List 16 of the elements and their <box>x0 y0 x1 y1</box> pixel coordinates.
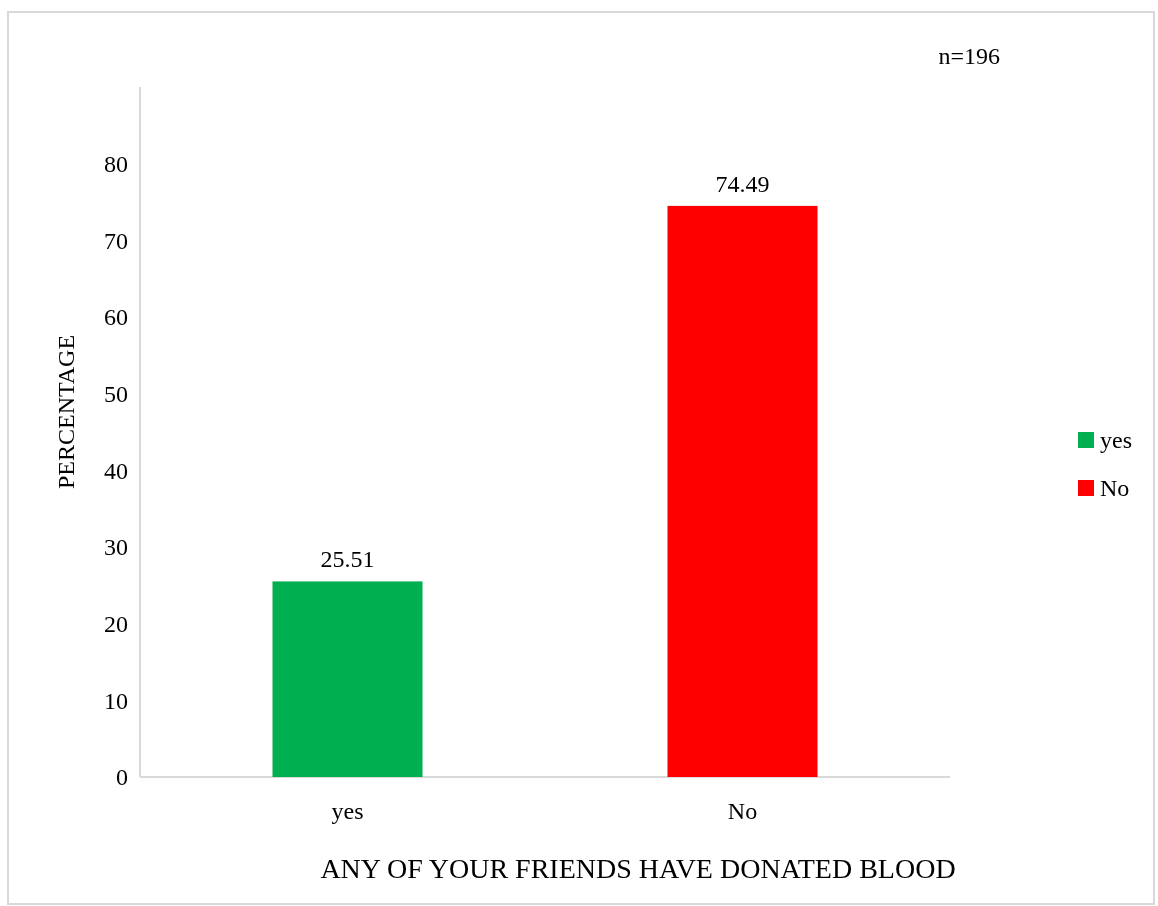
y-tick-label: 20 <box>104 611 128 638</box>
y-axis-title: PERCENTAGE <box>53 334 79 490</box>
y-tick-label: 70 <box>104 227 128 254</box>
y-tick-label: 80 <box>104 151 128 178</box>
y-tick-label: 60 <box>104 304 128 331</box>
y-tick-label: 0 <box>116 764 128 791</box>
text: n=196 <box>938 43 1000 69</box>
legend-label: No <box>1100 475 1130 502</box>
data-label: 74.49 <box>715 170 770 197</box>
x-axis-title: ANY OF YOUR FRIENDS HAVE DONATED BLOOD <box>320 853 956 884</box>
data-label: 25.51 <box>320 546 375 573</box>
y-tick-label: 30 <box>104 534 128 561</box>
y-tick-label: 50 <box>104 381 128 408</box>
legend-label: yes <box>1100 427 1132 454</box>
y-tick-label: 40 <box>104 457 128 484</box>
y-tick-label: 10 <box>104 687 128 714</box>
